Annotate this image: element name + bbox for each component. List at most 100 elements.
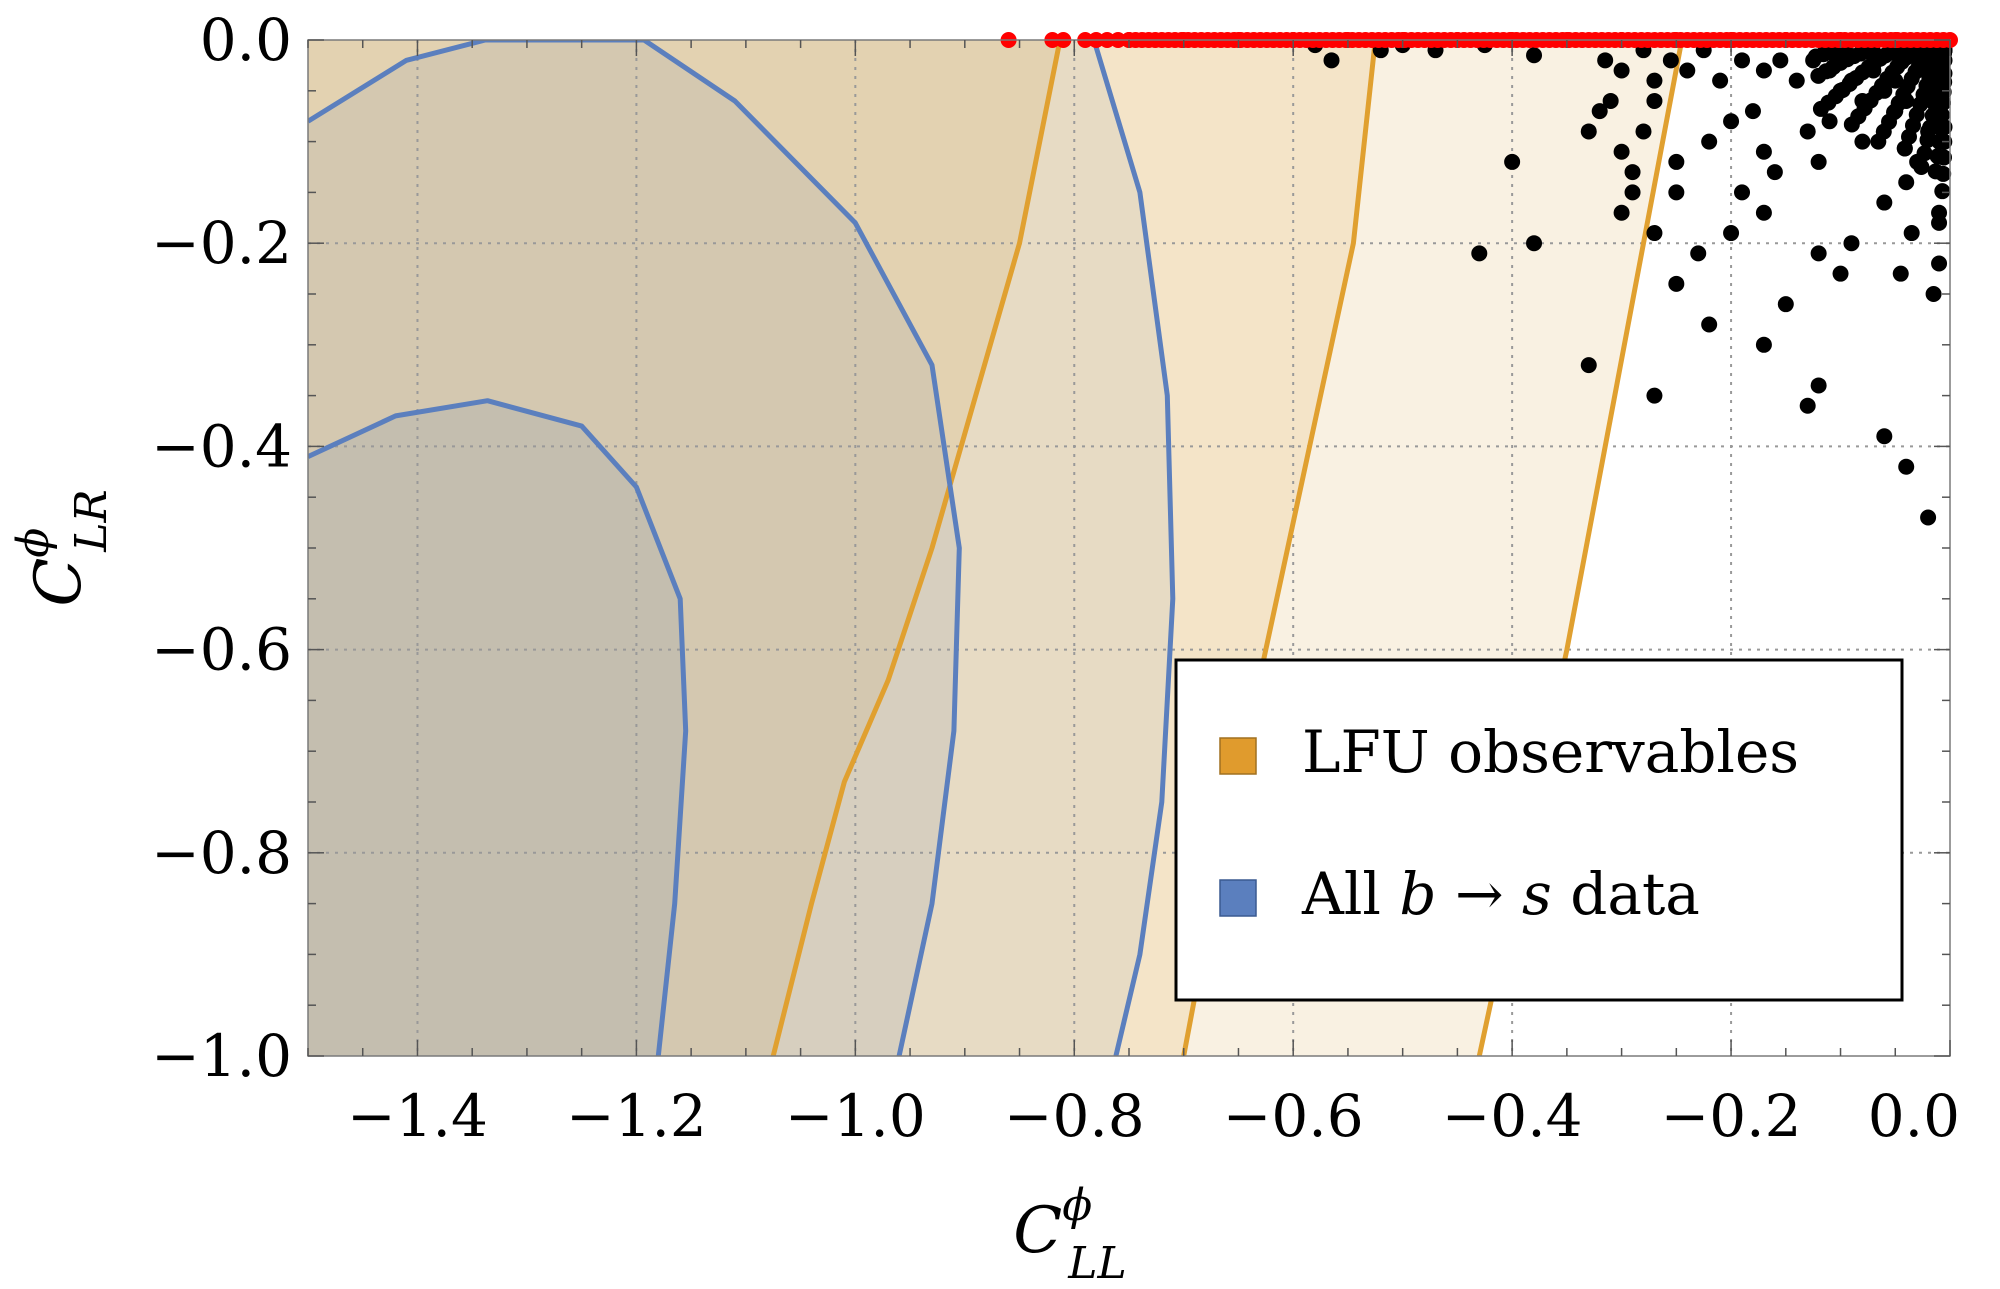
all-data-contour-middle <box>308 40 962 1056</box>
lfu-contour-left <box>770 40 1063 1056</box>
x-tick-label: −0.6 <box>1223 1082 1364 1150</box>
scan-point <box>1898 458 1915 475</box>
scan-point <box>1898 174 1915 191</box>
scan-point <box>1755 143 1772 160</box>
scan-point <box>1772 52 1789 69</box>
y-axis-label-sub: LR <box>66 489 117 552</box>
y-tick-label: −1.0 <box>151 1022 292 1090</box>
scan-point <box>1723 113 1740 130</box>
x-tick-label: −0.4 <box>1442 1082 1583 1150</box>
scan-point <box>1591 103 1608 120</box>
scan-point <box>1690 245 1707 262</box>
scan-point <box>1931 72 1948 89</box>
x-tick-labels: −1.4 −1.2 −1.0 −0.8 −0.6 −0.4 −0.2 0.0 <box>347 1082 1960 1150</box>
legend-label-lfu: LFU observables <box>1302 718 1799 786</box>
scan-point <box>1777 296 1794 313</box>
legend-box <box>1174 658 1904 1002</box>
x-tick-label: 0.0 <box>1868 1082 1960 1150</box>
x-axis-label: Cϕ LL <box>1013 1180 1126 1289</box>
scan-point <box>1812 100 1829 117</box>
scan-point <box>1668 184 1685 201</box>
scan-point <box>1936 119 1953 136</box>
scan-point <box>1744 103 1761 120</box>
scan-point <box>1805 52 1822 69</box>
x-tick-label: −1.2 <box>566 1082 707 1150</box>
scan-point <box>1832 82 1849 99</box>
scan-point <box>1668 153 1685 170</box>
scan-point <box>1903 225 1920 242</box>
scan-point <box>1887 103 1904 120</box>
scan-point <box>1832 265 1849 282</box>
scan-point <box>1701 316 1718 333</box>
scan-point <box>1580 123 1597 140</box>
scan-point <box>1624 164 1641 181</box>
x-tick-label: −0.2 <box>1661 1082 1802 1150</box>
scan-point <box>1909 153 1926 170</box>
scan-point <box>1935 149 1952 166</box>
scan-point <box>1854 92 1871 109</box>
scan-point <box>1810 377 1827 394</box>
scan-point <box>1755 336 1772 353</box>
x-axis-label-main: C <box>1013 1194 1062 1268</box>
scan-point <box>1712 72 1729 89</box>
scan-point <box>1934 183 1951 200</box>
scan-point <box>1635 123 1652 140</box>
scan-point <box>1927 163 1944 180</box>
scan-point <box>1931 214 1948 231</box>
scan-point <box>1872 50 1889 67</box>
scan-point <box>1931 255 1948 272</box>
scan-point <box>1723 225 1740 242</box>
scan-point <box>1924 107 1941 124</box>
y-axis-label: Cϕ LR <box>8 489 117 606</box>
scan-point <box>1876 82 1893 99</box>
scan-point <box>1504 153 1521 170</box>
y-axis-label-main: C <box>22 558 96 607</box>
scan-point <box>1734 52 1751 69</box>
scan-point <box>1646 72 1663 89</box>
scan-point <box>1646 92 1663 109</box>
scan-point <box>1701 133 1718 150</box>
y-tick-label: 0.0 <box>200 6 292 74</box>
scan-point <box>1920 509 1937 526</box>
y-axis-label-sup: ϕ <box>8 528 59 558</box>
scan-point <box>1602 92 1619 109</box>
scan-point <box>1854 133 1871 150</box>
scan-point <box>1898 92 1915 109</box>
legend: LFU observables All b → s data <box>1174 658 1904 1002</box>
scan-point <box>1624 184 1641 201</box>
scan-point <box>1920 82 1937 99</box>
all-data-contour-inner <box>308 398 689 1056</box>
scan-point <box>1876 428 1893 445</box>
y-tick-label: −0.8 <box>151 819 292 887</box>
all-data-3sigma-region <box>308 40 1173 1056</box>
scan-point <box>1526 235 1543 252</box>
confidence-regions <box>308 40 1682 1056</box>
scan-point <box>1597 52 1614 69</box>
scan-point <box>1887 72 1904 89</box>
scan-point <box>1909 62 1926 79</box>
scan-point <box>1799 123 1816 140</box>
lfu-core-region <box>308 40 1060 1056</box>
scan-point <box>1646 225 1663 242</box>
y-tick-label: −0.6 <box>151 616 292 684</box>
all-data-1sigma-region <box>308 400 686 1056</box>
scan-point <box>1896 140 1913 157</box>
scan-point <box>1821 113 1838 130</box>
y-tick-labels: 0.0 −0.2 −0.4 −0.6 −0.8 −1.0 <box>151 6 292 1090</box>
scan-point <box>1766 164 1783 181</box>
x-axis-label-sub: LL <box>1067 1238 1126 1289</box>
x-tick-label: −0.8 <box>1004 1082 1145 1150</box>
scan-point <box>1471 245 1488 262</box>
scan-point <box>1580 357 1597 374</box>
all-data-contour-outer <box>1091 40 1176 1056</box>
scan-point <box>1755 204 1772 221</box>
scan-point <box>1788 72 1805 89</box>
scan-point <box>1668 275 1685 292</box>
scan-point <box>1870 133 1887 150</box>
legend-label-all-data: All b → s data <box>1301 860 1700 928</box>
x-tick-label: −1.0 <box>785 1082 926 1150</box>
lfu-1sigma-region <box>308 40 1376 1056</box>
scan-point <box>1613 143 1630 160</box>
scan-point <box>1843 72 1860 89</box>
scan-point <box>1646 387 1663 404</box>
